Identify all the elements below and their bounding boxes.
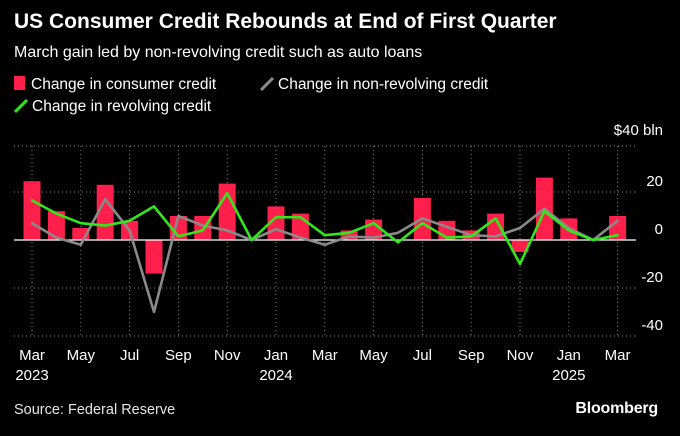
legend-item-nonrevolving: Change in non-revolving credit — [259, 76, 489, 94]
legend-swatch-nonrevolving — [259, 76, 275, 92]
x-tick-label: Sep — [458, 347, 485, 364]
y-unit-label: $40 bln — [614, 122, 663, 139]
y-axis: $40 bln 20 0 -20 -40 — [614, 122, 663, 334]
x-tick-label: May — [359, 347, 388, 364]
x-axis: Mar 2023 May Jul Sep Nov Jan 2024 Mar May Jul Sep No… — [15, 347, 630, 384]
legend-item-consumer: Change in consumer credit — [14, 76, 216, 94]
y-tick-label: 20 — [646, 173, 663, 190]
bar-consumer-credit — [145, 240, 163, 274]
bar-consumer-credit — [23, 181, 41, 240]
x-year-label: 2025 — [552, 367, 585, 384]
series-lines — [30, 191, 619, 314]
x-year-label: 2024 — [259, 367, 292, 384]
x-tick-label: Nov — [507, 347, 534, 364]
x-tick-label: Jul — [120, 347, 139, 364]
source-note: Source: Federal Reserve — [14, 402, 176, 418]
bar-consumer-credit — [47, 211, 65, 240]
bloomberg-logo: Bloomberg — [575, 400, 658, 417]
x-tick-label: Jul — [413, 347, 432, 364]
chart-title: US Consumer Credit Rebounds at End of Fi… — [14, 10, 557, 33]
y-tick-label: -20 — [641, 269, 663, 286]
x-tick-label: Sep — [165, 347, 192, 364]
x-year-label: 2023 — [15, 367, 48, 384]
x-tick-label: Jan — [264, 347, 288, 364]
line-revolving-credit — [30, 191, 619, 266]
bar-consumer-credit — [609, 216, 627, 240]
y-tick-label: -40 — [641, 317, 663, 334]
legend-label-consumer: Change in consumer credit — [31, 76, 217, 93]
x-tick-label: Mar — [605, 347, 631, 364]
x-tick-label: Mar — [312, 347, 338, 364]
legend-label-revolving: Change in revolving credit — [32, 98, 212, 115]
x-tick-label: Jan — [557, 347, 581, 364]
bars-consumer-credit — [23, 177, 627, 274]
line-nonrevolving-credit — [30, 197, 619, 314]
bar-consumer-credit — [511, 240, 529, 252]
legend-swatch-consumer — [14, 76, 25, 90]
x-tick-label: Nov — [214, 347, 241, 364]
y-tick-label: 0 — [655, 221, 663, 238]
legend-swatch-revolving — [13, 98, 29, 114]
legend-label-nonrevolving: Change in non-revolving credit — [278, 76, 489, 93]
chart-subtitle: March gain led by non-revolving credit s… — [14, 44, 423, 61]
legend-item-revolving: Change in revolving credit — [13, 98, 212, 116]
gridlines — [14, 145, 636, 337]
x-tick-label: May — [67, 347, 96, 364]
x-tick-label: Mar — [19, 347, 45, 364]
